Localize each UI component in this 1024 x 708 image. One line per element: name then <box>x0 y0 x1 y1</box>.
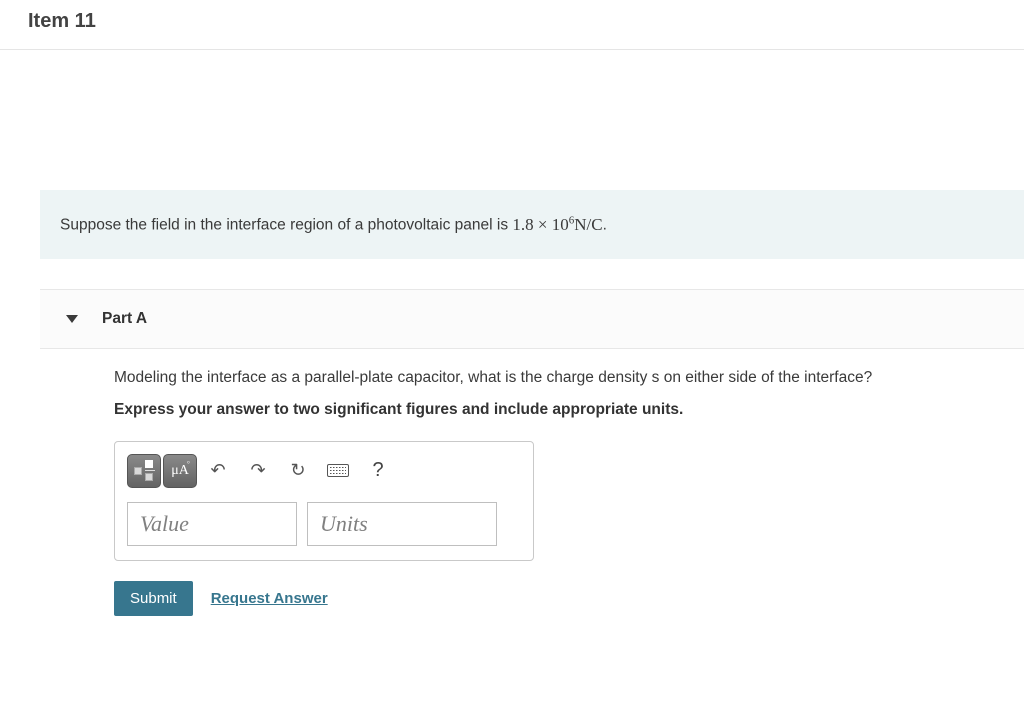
redo-button[interactable]: ↷ <box>239 454 277 488</box>
content-area: Suppose the field in the interface regio… <box>0 190 1024 616</box>
templates-button[interactable] <box>127 454 161 488</box>
question-text: Modeling the interface as a parallel-pla… <box>114 369 1024 387</box>
intro-suffix: . <box>603 217 607 234</box>
part-label: Part A <box>102 310 147 328</box>
problem-intro: Suppose the field in the interface regio… <box>40 190 1024 259</box>
answer-widget: μA° ↶ ↷ ↻ ? <box>114 441 534 561</box>
reset-icon: ↻ <box>290 460 305 481</box>
request-answer-link[interactable]: Request Answer <box>211 590 328 607</box>
fraction-icon <box>134 459 155 482</box>
redo-icon: ↷ <box>250 460 265 481</box>
submit-button[interactable]: Submit <box>114 581 193 616</box>
value-input[interactable]: Value <box>127 502 297 546</box>
keyboard-button[interactable] <box>319 454 357 488</box>
chevron-down-icon <box>66 315 78 323</box>
action-row: Submit Request Answer <box>114 581 1024 616</box>
mu-a-icon: μA° <box>171 463 189 479</box>
units-input[interactable]: Units <box>307 502 497 546</box>
value-placeholder: Value <box>140 511 189 537</box>
part-header[interactable]: Part A <box>40 289 1024 349</box>
keyboard-icon <box>327 464 349 477</box>
item-header: Item 11 <box>0 0 1024 50</box>
help-icon: ? <box>372 459 383 482</box>
undo-button[interactable]: ↶ <box>199 454 237 488</box>
intro-prefix: Suppose the field in the interface regio… <box>60 217 512 234</box>
units-placeholder: Units <box>320 511 368 537</box>
item-title: Item 11 <box>28 10 996 33</box>
reset-button[interactable]: ↻ <box>279 454 317 488</box>
help-button[interactable]: ? <box>359 454 397 488</box>
intro-math: 1.8 × 106N/C <box>512 215 602 234</box>
part-body: Modeling the interface as a parallel-pla… <box>40 349 1024 616</box>
input-row: Value Units <box>127 502 521 546</box>
symbols-button[interactable]: μA° <box>163 454 197 488</box>
answer-toolbar: μA° ↶ ↷ ↻ ? <box>127 454 521 488</box>
instruction-text: Express your answer to two significant f… <box>114 401 1024 419</box>
undo-icon: ↶ <box>210 460 225 481</box>
